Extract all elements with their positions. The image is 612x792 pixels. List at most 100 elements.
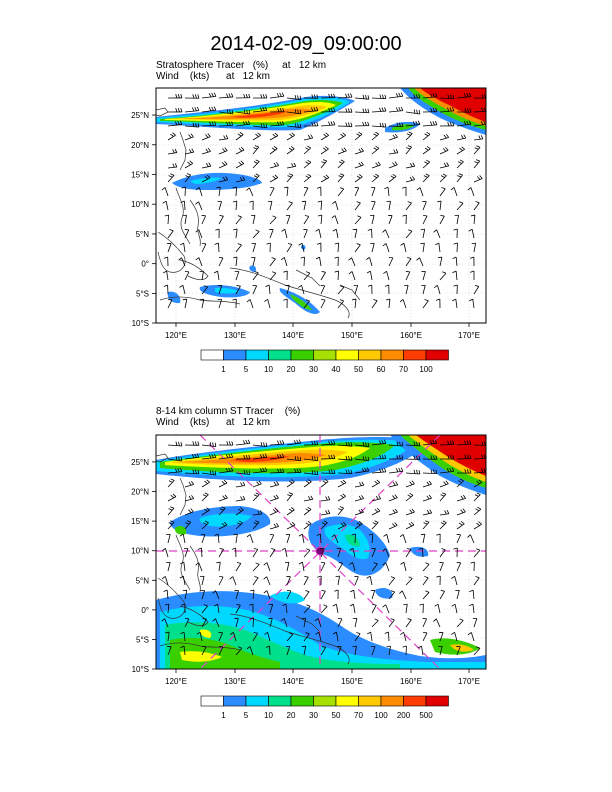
wind-barb xyxy=(252,159,260,169)
wind-barb xyxy=(182,214,187,225)
wind-barb xyxy=(320,93,336,99)
wind-barb xyxy=(422,93,438,99)
wind-barb xyxy=(320,548,325,558)
wind-barb xyxy=(451,603,458,614)
wind-barb xyxy=(250,589,255,600)
wind-barb xyxy=(405,455,421,460)
wind-barb xyxy=(337,299,344,309)
wind-barb xyxy=(303,470,319,476)
wind-barb xyxy=(439,520,447,530)
colorbar-swatch xyxy=(223,349,247,361)
wind-barb xyxy=(217,299,223,309)
wind-barb xyxy=(351,533,356,544)
wind-barb xyxy=(354,521,363,530)
wind-barb xyxy=(269,548,276,558)
wind-barb xyxy=(337,479,347,488)
wind-barb xyxy=(286,123,302,129)
wind-barb xyxy=(320,646,327,656)
wind-barb xyxy=(400,631,407,642)
panel1-frame xyxy=(155,87,487,324)
wind-barb xyxy=(388,173,397,183)
wind-barb xyxy=(337,108,353,113)
wind-barb xyxy=(183,548,189,558)
wind-barb xyxy=(184,441,200,446)
colorbar-label: 50 xyxy=(332,711,341,720)
wind-barb xyxy=(332,603,339,614)
wind-barb xyxy=(235,604,241,614)
wind-barb xyxy=(269,121,285,127)
lon-label: 170°E xyxy=(458,331,480,340)
wind-barb xyxy=(370,187,376,197)
wind-barb xyxy=(286,201,293,211)
wind-barb xyxy=(235,455,251,460)
wind-barb xyxy=(399,534,407,544)
wind-barb xyxy=(231,547,237,558)
wind-barb xyxy=(269,453,285,460)
wind-barb xyxy=(433,618,441,628)
wind-barb xyxy=(467,632,475,642)
wind-barb xyxy=(167,132,176,141)
wind-barb xyxy=(303,299,310,309)
lat-label: 25°N xyxy=(131,458,149,467)
wind-barb xyxy=(366,270,373,281)
colorbar-swatch xyxy=(358,349,382,361)
wind-barb xyxy=(301,645,307,656)
wind-barb xyxy=(285,284,290,295)
wind-barb xyxy=(320,604,328,614)
wind-barb xyxy=(233,228,238,239)
wind-barb xyxy=(439,147,449,155)
wind-barb xyxy=(405,131,413,141)
wind-barb xyxy=(439,562,444,572)
wind-barb xyxy=(456,618,464,628)
wind-barb xyxy=(233,533,238,544)
wind-barb xyxy=(354,456,370,462)
wind-barb xyxy=(439,590,445,600)
wind-barb xyxy=(184,133,194,141)
wind-barb xyxy=(354,174,363,183)
wind-barb xyxy=(269,271,277,281)
wind-barb xyxy=(218,479,228,488)
wind-barb xyxy=(422,590,430,600)
colorbar-label: 70 xyxy=(399,365,408,374)
wind-barb xyxy=(235,132,244,141)
wind-barb xyxy=(252,510,263,516)
wind-barb xyxy=(269,468,285,474)
wind-barb xyxy=(298,533,305,544)
wind-barb xyxy=(456,173,463,183)
wind-barb xyxy=(232,298,237,309)
wind-barb xyxy=(269,257,276,267)
panel2-subtitle-2: Wind (kts) at 12 km xyxy=(156,417,270,428)
wind-barb xyxy=(167,148,178,155)
wind-barb xyxy=(161,187,169,197)
wind-barb xyxy=(471,242,477,253)
wind-barb xyxy=(286,632,294,642)
wind-barb xyxy=(405,201,412,211)
wind-barb xyxy=(252,562,260,572)
wind-barb xyxy=(349,589,356,600)
wind-barb xyxy=(167,467,183,474)
panel2-crosshair-center xyxy=(315,546,325,556)
wind-barb xyxy=(252,123,268,129)
wind-barb xyxy=(320,509,331,516)
wind-barb xyxy=(320,107,336,113)
map-title: 2014-02-09_09:00:00 xyxy=(210,33,402,55)
wind-barb xyxy=(371,131,380,141)
wind-barb xyxy=(234,271,240,281)
wind-barb xyxy=(184,453,200,460)
wind-barb xyxy=(195,562,203,572)
wind-barb xyxy=(405,548,412,558)
lat-label: 10°S xyxy=(132,319,149,328)
wind-barb xyxy=(383,533,390,544)
wind-barb xyxy=(354,632,361,642)
wind-barb xyxy=(354,201,361,211)
wind-barb xyxy=(201,520,209,530)
lon-label: 120°E xyxy=(165,677,187,686)
colorbar-label: 40 xyxy=(332,365,341,374)
wind-barb xyxy=(371,173,380,183)
colorbar-swatch xyxy=(335,349,359,361)
wind-barb xyxy=(469,256,475,267)
wind-barb xyxy=(167,108,183,113)
wind-barb xyxy=(320,590,326,600)
wind-barb xyxy=(234,589,239,600)
colorbar-swatch xyxy=(245,349,269,361)
